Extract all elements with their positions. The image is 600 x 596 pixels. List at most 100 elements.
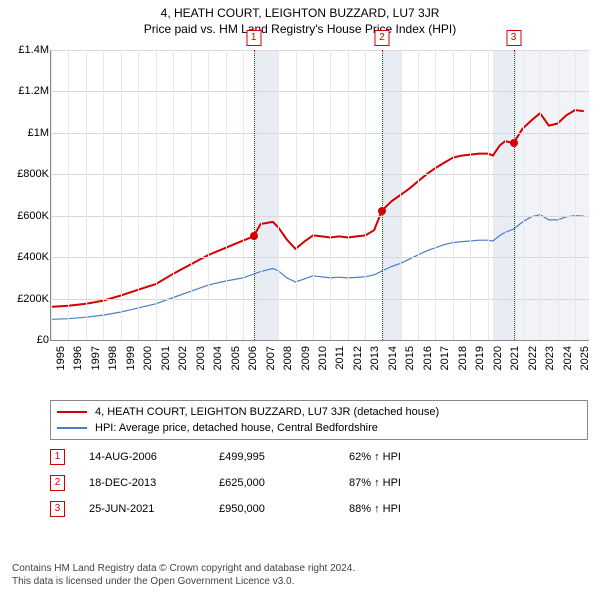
event-box: 3 [50, 501, 65, 517]
legend-row: HPI: Average price, detached house, Cent… [57, 420, 581, 436]
event-price: £499,995 [219, 451, 349, 463]
grid-v [86, 50, 87, 340]
grid-v [418, 50, 419, 340]
x-tick-label: 2004 [212, 346, 224, 370]
x-tick-label: 2024 [562, 346, 574, 370]
legend-row: 4, HEATH COURT, LEIGHTON BUZZARD, LU7 3J… [57, 404, 581, 420]
sale-events-table: 1 14-AUG-2006£499,99562% ↑ HPI 2 18-DEC-201… [50, 444, 588, 522]
grid-v [208, 50, 209, 340]
grid-v [488, 50, 489, 340]
series-property [51, 110, 584, 307]
grid-v [313, 50, 314, 340]
y-tick-label: £0 [5, 334, 49, 346]
x-tick-label: 2007 [265, 346, 277, 370]
legend: 4, HEATH COURT, LEIGHTON BUZZARD, LU7 3J… [50, 400, 588, 440]
x-tick-label: 2009 [300, 346, 312, 370]
attribution-line2: This data is licensed under the Open Gov… [12, 575, 355, 588]
grid-v [523, 50, 524, 340]
grid-v [68, 50, 69, 340]
grid-v [435, 50, 436, 340]
x-tick-label: 2013 [369, 346, 381, 370]
grid-v [261, 50, 262, 340]
x-tick-label: 2001 [160, 346, 172, 370]
event-row: 1 14-AUG-2006£499,99562% ↑ HPI [50, 444, 588, 470]
x-tick-label: 1999 [125, 346, 137, 370]
grid-v [383, 50, 384, 340]
grid-v [173, 50, 174, 340]
sale-marker-box: 3 [506, 30, 521, 46]
grid-v [226, 50, 227, 340]
grid-v [156, 50, 157, 340]
x-tick-label: 2006 [247, 346, 259, 370]
y-tick-label: £400K [5, 251, 49, 263]
grid-h [51, 91, 589, 92]
y-tick-label: £1M [5, 127, 49, 139]
grid-v [365, 50, 366, 340]
grid-v [400, 50, 401, 340]
x-tick-label: 2018 [457, 346, 469, 370]
x-tick-label: 2025 [579, 346, 591, 370]
x-tick-label: 2016 [422, 346, 434, 370]
grid-v [575, 50, 576, 340]
grid-v [121, 50, 122, 340]
event-pct: 62% ↑ HPI [349, 451, 401, 463]
sale-marker-line [514, 50, 515, 340]
x-tick-label: 2022 [527, 346, 539, 370]
event-row: 2 18-DEC-2013£625,00087% ↑ HPI [50, 470, 588, 496]
series-svg [51, 50, 589, 340]
event-row: 325-JUN-2021£950,00088% ↑ HPI [50, 496, 588, 522]
x-tick-label: 2010 [317, 346, 329, 370]
grid-h [51, 133, 589, 134]
legend-label: 4, HEATH COURT, LEIGHTON BUZZARD, LU7 3J… [95, 406, 439, 418]
grid-v [278, 50, 279, 340]
grid-v [296, 50, 297, 340]
grid-v [243, 50, 244, 340]
grid-v [191, 50, 192, 340]
sale-marker-dot [250, 232, 258, 240]
x-tick-label: 2021 [509, 346, 521, 370]
x-tick-label: 2008 [282, 346, 294, 370]
x-tick-label: 2012 [352, 346, 364, 370]
attribution: Contains HM Land Registry data © Crown c… [12, 562, 355, 588]
event-price: £950,000 [219, 503, 349, 515]
event-price: £625,000 [219, 477, 349, 489]
event-date: 14-AUG-2006 [89, 451, 219, 463]
sale-marker-line [254, 50, 255, 340]
grid-v [470, 50, 471, 340]
grid-v [138, 50, 139, 340]
grid-h [51, 50, 589, 51]
x-tick-label: 2015 [404, 346, 416, 370]
attribution-line1: Contains HM Land Registry data © Crown c… [12, 562, 355, 575]
x-tick-label: 2014 [387, 346, 399, 370]
y-tick-label: £600K [5, 210, 49, 222]
x-tick-label: 2003 [195, 346, 207, 370]
x-tick-label: 2011 [334, 346, 346, 370]
y-tick-label: £1.4M [5, 44, 49, 56]
sale-marker-box: 1 [246, 30, 261, 46]
x-tick-label: 2020 [492, 346, 504, 370]
grid-v [103, 50, 104, 340]
chart-area: £0£200K£400K£600K£800K£1M£1.2M£1.4M19951… [50, 50, 588, 370]
x-tick-label: 2017 [439, 346, 451, 370]
grid-v [348, 50, 349, 340]
sale-marker-line [382, 50, 383, 340]
x-tick-label: 1995 [55, 346, 67, 370]
x-tick-label: 2019 [474, 346, 486, 370]
event-date: 18-DEC-2013 [89, 477, 219, 489]
grid-v [505, 50, 506, 340]
grid-h [51, 216, 589, 217]
grid-h [51, 299, 589, 300]
chart-container: 4, HEATH COURT, LEIGHTON BUZZARD, LU7 3J… [0, 6, 600, 596]
x-tick-label: 2023 [544, 346, 556, 370]
grid-v [453, 50, 454, 340]
event-date: 25-JUN-2021 [89, 503, 219, 515]
title-line1: 4, HEATH COURT, LEIGHTON BUZZARD, LU7 3J… [0, 6, 600, 20]
event-box: 1 [50, 449, 65, 465]
y-tick-label: £200K [5, 293, 49, 305]
event-pct: 87% ↑ HPI [349, 477, 401, 489]
event-box: 2 [50, 475, 65, 491]
legend-label: HPI: Average price, detached house, Cent… [95, 422, 378, 434]
grid-v [558, 50, 559, 340]
sale-marker-dot [378, 207, 386, 215]
plot-area: £0£200K£400K£600K£800K£1M£1.2M£1.4M19951… [50, 50, 589, 341]
